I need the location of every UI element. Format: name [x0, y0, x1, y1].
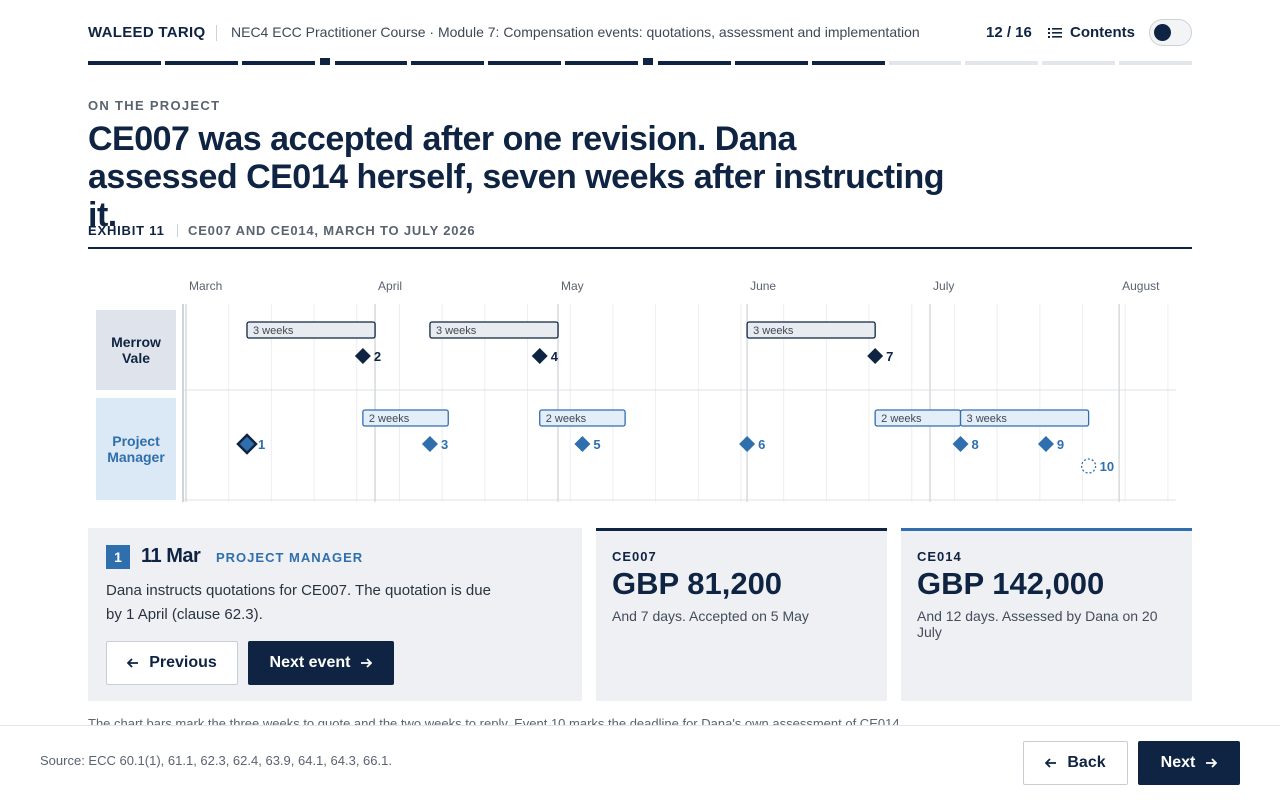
span-label: 3 weeks [436, 325, 477, 337]
button-label: Next event [269, 654, 351, 671]
card-amount: GBP 81,200 [612, 566, 783, 601]
previous-button[interactable]: Previous [106, 641, 238, 685]
event-date: 11 Mar [141, 545, 201, 567]
arrow-left [127, 658, 139, 668]
list-icon [1048, 27, 1062, 38]
span-label: 3 weeks [253, 325, 294, 337]
span-bar [429, 321, 559, 339]
month-label: August [1122, 279, 1160, 293]
event-marker [236, 433, 258, 455]
span-label: 3 weeks [753, 325, 794, 337]
card-amount: GBP 142,000 [917, 566, 1105, 601]
lane-label: Project Manager [96, 398, 176, 500]
month-label: March [189, 279, 222, 293]
event-label: 9 [1057, 437, 1064, 452]
button-label: Next [1160, 754, 1196, 771]
event-label: 10 [1100, 459, 1114, 474]
span-bar [746, 321, 876, 339]
event-label: 8 [972, 437, 979, 452]
card-code: CE007 [612, 549, 657, 564]
back-button[interactable]: Back [1023, 741, 1128, 785]
author: WALEED TARIQ [88, 24, 206, 41]
event-marker [1037, 436, 1054, 452]
stat-card: CE007 GBP 81,200 And 7 days. Accepted on… [596, 528, 887, 701]
event-marker [354, 348, 371, 364]
source: Source: ECC 60.1(1), 61.1, 62.3, 62.4, 6… [40, 753, 392, 768]
event-marker [531, 348, 548, 364]
event-label: 7 [886, 349, 893, 364]
button-label: Back [1067, 754, 1106, 771]
event-marker [574, 436, 591, 452]
event-text: Dana instructs quotations for CE007. The… [106, 582, 491, 623]
span-bar [246, 321, 376, 339]
event-marker [952, 436, 969, 452]
span-label: 2 weeks [369, 413, 410, 425]
progress-count: 12 / 16 [986, 24, 1032, 41]
lane-label: Merrow Vale [96, 310, 176, 390]
span-bar [539, 409, 626, 427]
event-marker [1080, 458, 1097, 474]
month-label: May [561, 279, 584, 293]
event-marker [739, 436, 756, 452]
event-label: 3 [441, 437, 448, 452]
exhibit-title: CE007 AND CE014, MARCH TO JULY 2026 [188, 223, 476, 238]
event-lane: PROJECT MANAGER [216, 550, 364, 565]
divider [216, 25, 217, 41]
toggle-knob [1154, 24, 1171, 41]
span-bar [362, 409, 449, 427]
event-label: 2 [374, 349, 381, 364]
timeline: March April May June July August 3 weeks 3 week… [182, 279, 1176, 502]
button-label: Previous [149, 654, 217, 671]
event-label: 5 [593, 437, 600, 452]
footer: Source: ECC 60.1(1), 61.1, 62.3, 62.4, 6… [0, 725, 1280, 800]
theme-toggle[interactable] [1149, 19, 1192, 46]
headline: CE007 was accepted after one revision. D… [88, 120, 945, 234]
card-code: CE014 [917, 549, 962, 564]
event-label: 4 [551, 349, 559, 364]
month-label: June [750, 279, 776, 293]
exhibit-number: EXHIBIT 11 [88, 223, 165, 238]
event-detail: 1 11 Mar PROJECT MANAGER Dana instructs … [88, 528, 582, 701]
span-label: 2 weeks [546, 413, 587, 425]
card-note: And 12 days. Assessed by Dana on 20 July [917, 608, 1158, 640]
event-marker [421, 436, 438, 452]
span-label: 3 weeks [967, 413, 1008, 425]
span-label: 2 weeks [881, 413, 922, 425]
arrow-left [1045, 758, 1057, 768]
event-label: 6 [758, 437, 765, 452]
span-bar [959, 409, 1090, 427]
card-note: And 7 days. Accepted on 5 May [612, 608, 809, 624]
event-badge: 1 [106, 545, 130, 569]
event-marker [867, 348, 884, 364]
next-event-button[interactable]: Next event [248, 641, 394, 685]
month-label: April [378, 279, 402, 293]
arrow-right [361, 658, 373, 668]
kicker: ON THE PROJECT [88, 98, 221, 113]
event-label: 1 [258, 437, 265, 452]
rule [88, 247, 1192, 249]
contents-label: Contents [1070, 24, 1135, 41]
divider [177, 224, 178, 237]
contents-button[interactable]: Contents [1048, 24, 1135, 41]
course-title: NEC4 ECC Practitioner Course · Module 7:… [231, 24, 920, 40]
arrow-right [1206, 758, 1218, 768]
month-label: July [933, 279, 954, 293]
stat-card: CE014 GBP 142,000 And 12 days. Assessed … [901, 528, 1192, 701]
next-button[interactable]: Next [1138, 741, 1240, 785]
